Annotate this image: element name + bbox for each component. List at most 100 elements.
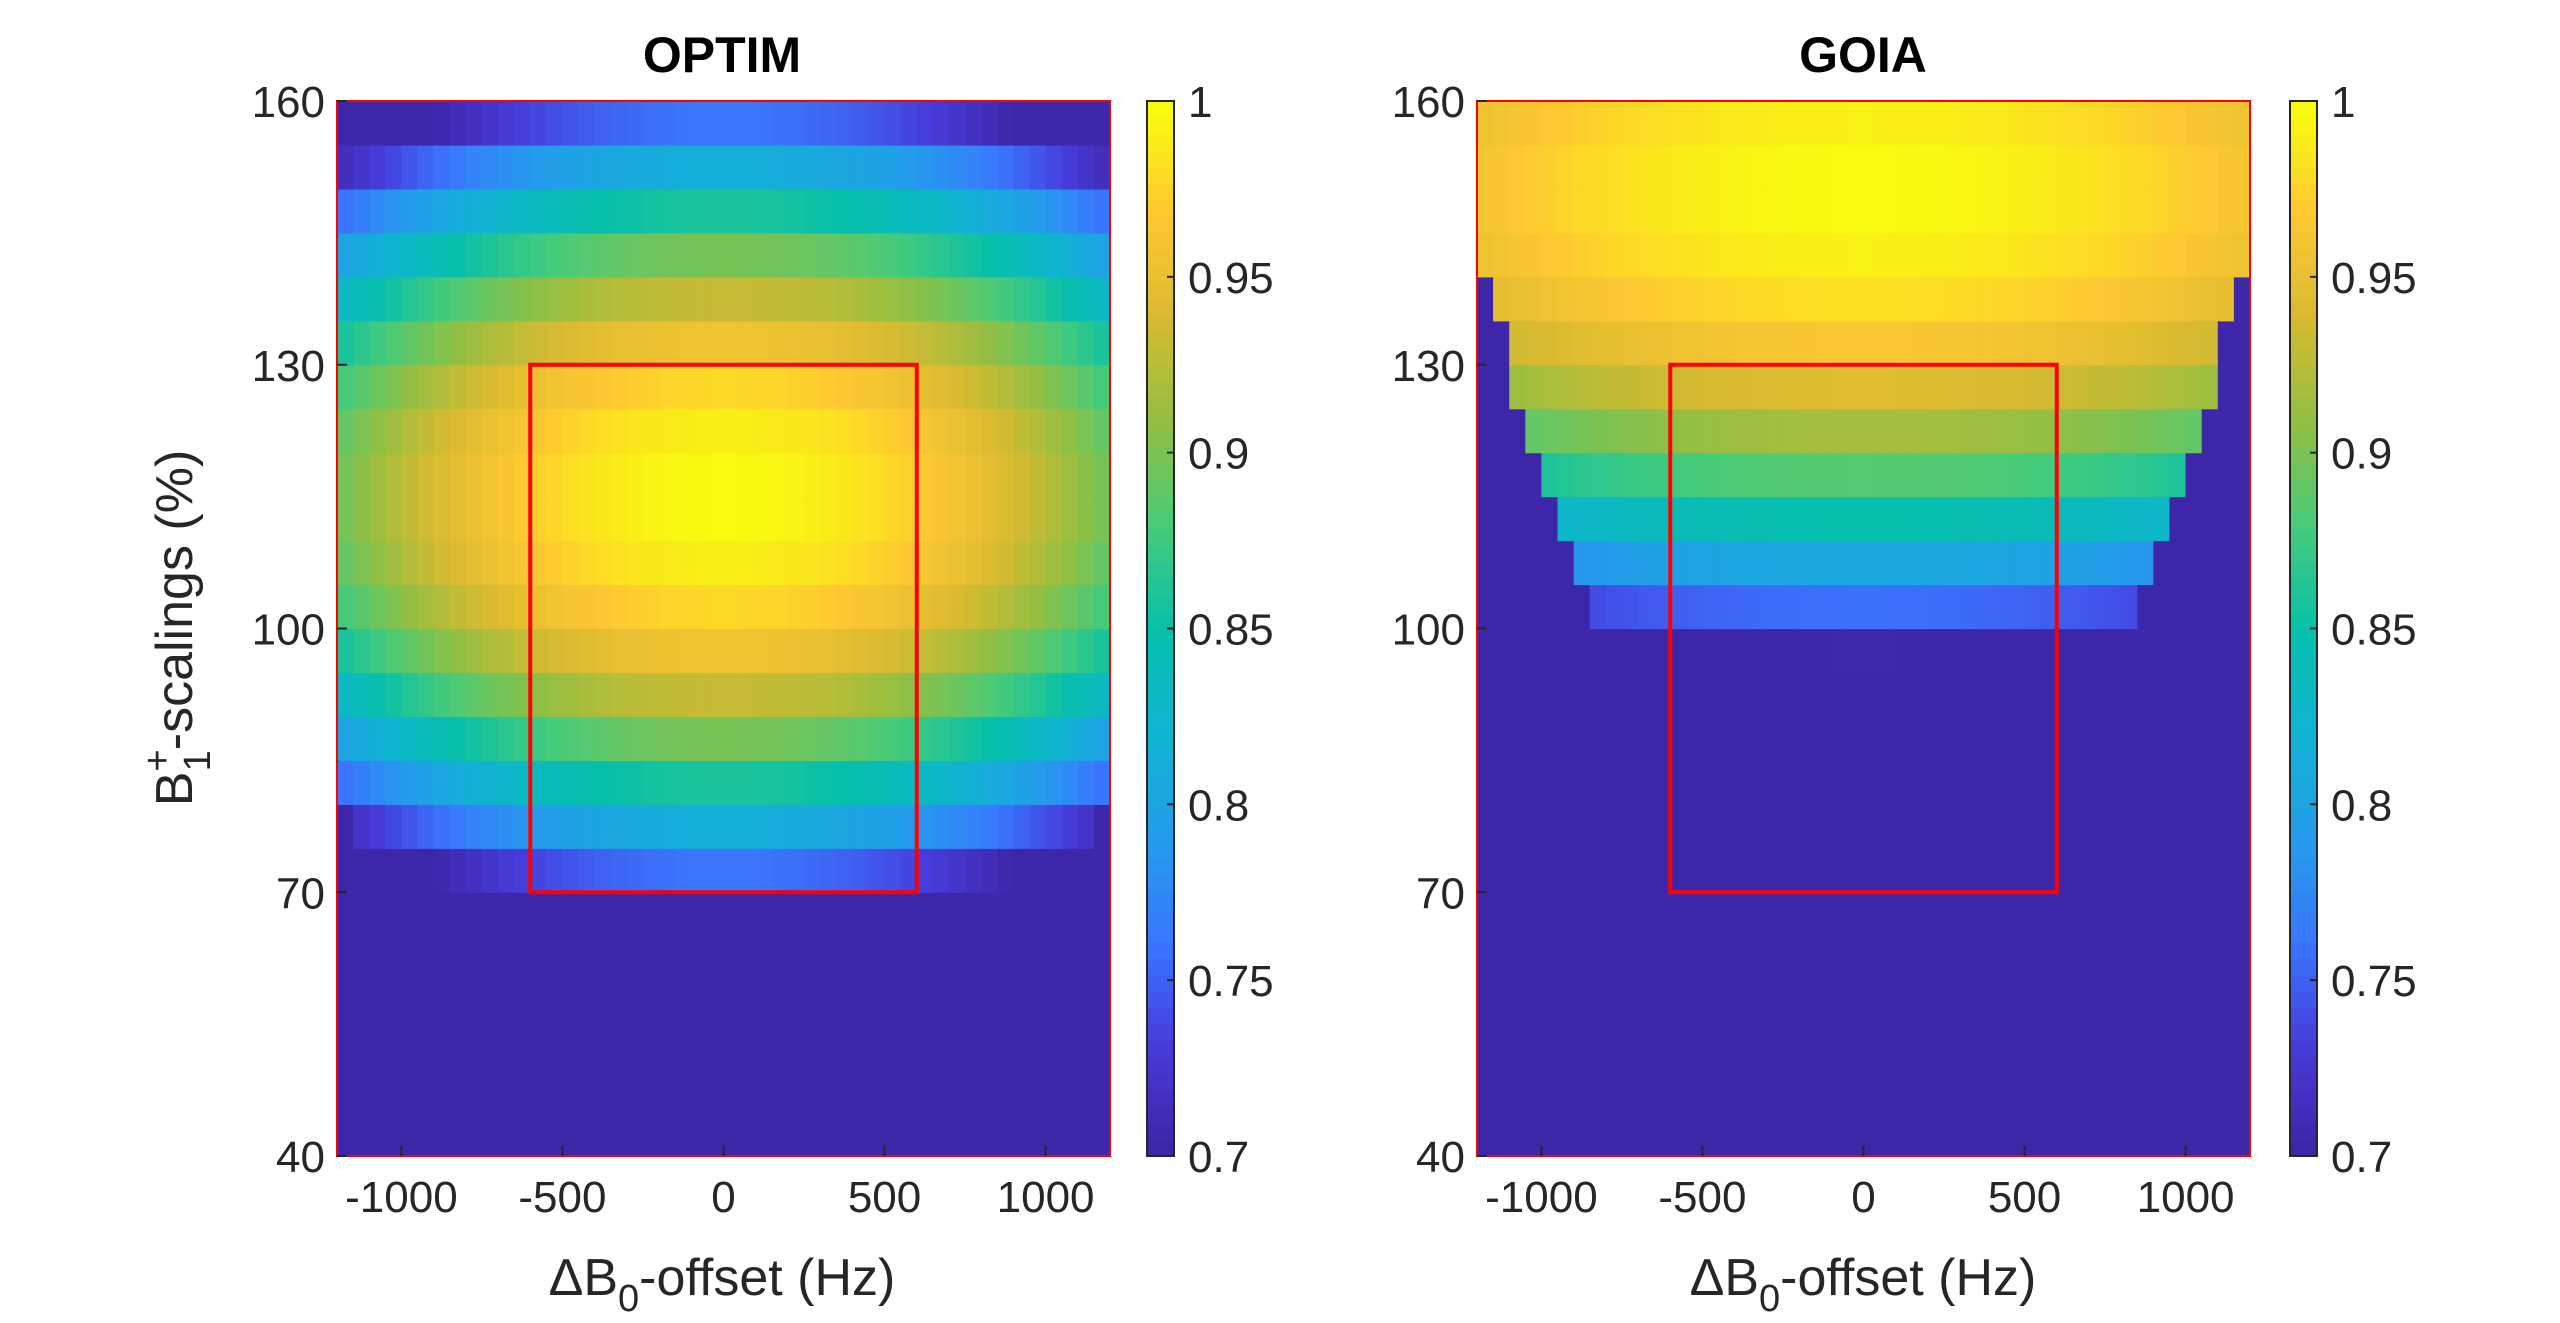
heatmap-cell: [2217, 144, 2235, 190]
heatmap-cell: [2153, 936, 2171, 981]
heatmap-cell: [1895, 408, 1913, 454]
colorbar-segment: [1147, 694, 1174, 712]
heatmap-cell: [2169, 276, 2187, 322]
colorbar-segment: [2290, 529, 2317, 547]
heatmap-cell: [787, 892, 805, 937]
heatmap-cell: [417, 540, 435, 586]
heatmap-cell: [1992, 936, 2010, 981]
heatmap-cell: [2137, 1024, 2154, 1069]
colorbar-segment: [1147, 430, 1174, 448]
heatmap-cell: [337, 584, 354, 630]
colorbar-segment: [2290, 1123, 2317, 1141]
heatmap-cell: [642, 980, 660, 1025]
colorbar-segment: [1147, 496, 1174, 514]
heatmap-cell: [707, 628, 725, 674]
heatmap-cell: [836, 320, 853, 366]
heatmap-cell: [626, 980, 644, 1025]
heatmap-cell: [2185, 364, 2203, 410]
heatmap-cell: [1541, 496, 1559, 542]
heatmap-cell: [1557, 101, 1575, 146]
heatmap-cell: [1589, 452, 1607, 498]
heatmap-cell: [2056, 232, 2074, 278]
heatmap-cell: [1734, 672, 1752, 718]
heatmap-cell: [1686, 144, 1704, 190]
heatmap-cell: [578, 188, 596, 234]
heatmap-cell: [948, 848, 966, 893]
heatmap-cell: [2217, 584, 2235, 630]
heatmap-cell: [739, 980, 757, 1025]
heatmap-cell: [1029, 804, 1047, 849]
heatmap-cell: [1911, 848, 1929, 893]
heatmap-cell: [594, 584, 612, 630]
heatmap-cell: [2088, 320, 2106, 366]
heatmap-cell: [514, 936, 531, 981]
heatmap-cell: [2201, 1024, 2219, 1069]
heatmap-cell: [2040, 101, 2058, 146]
heatmap-cell: [948, 936, 966, 981]
heatmap-cell: [1686, 716, 1704, 761]
heatmap-cell: [1541, 232, 1559, 278]
heatmap-cell: [2105, 1112, 2122, 1157]
heatmap-cell: [675, 848, 692, 893]
heatmap-cell: [868, 232, 886, 278]
heatmap-cell: [948, 1068, 966, 1113]
heatmap-cell: [820, 232, 837, 278]
heatmap-cell: [433, 672, 451, 718]
heatmap-cell: [2201, 101, 2219, 146]
heatmap-cell: [1541, 760, 1559, 805]
heatmap-cell: [900, 936, 918, 981]
heatmap-cell: [1992, 1024, 2010, 1069]
heatmap-cell: [932, 980, 950, 1025]
colorbar-segment: [2290, 348, 2317, 366]
heatmap-cell: [1045, 232, 1063, 278]
heatmap-cell: [1525, 320, 1543, 366]
x-tick-label: 0: [711, 1173, 735, 1222]
heatmap-cell: [771, 848, 789, 893]
heatmap-cell: [787, 848, 805, 893]
heatmap-cell: [997, 584, 1014, 630]
heatmap-cell: [659, 320, 676, 366]
heatmap-cell: [707, 232, 725, 278]
heatmap-cell: [1879, 408, 1897, 454]
heatmap-cell: [2233, 628, 2251, 674]
heatmap-cell: [981, 628, 998, 674]
heatmap-cell: [2105, 760, 2122, 805]
heatmap-cell: [1815, 584, 1832, 630]
heatmap-cell: [1750, 628, 1768, 674]
heatmap-cell: [1992, 101, 2010, 146]
heatmap-cell: [755, 1024, 773, 1069]
heatmap-cell: [1815, 848, 1832, 893]
heatmap-cell: [948, 408, 966, 454]
heatmap-cell: [1061, 101, 1079, 146]
heatmap-cell: [353, 408, 370, 454]
heatmap-cell: [385, 408, 403, 454]
heatmap-cell: [401, 276, 419, 322]
heatmap-cell: [787, 760, 805, 805]
colorbar-segment: [1147, 1090, 1174, 1108]
heatmap-cell: [449, 232, 467, 278]
heatmap-cell: [1638, 628, 1655, 674]
heatmap-cell: [1557, 452, 1575, 498]
heatmap-cell: [1944, 672, 1961, 718]
heatmap-cell: [852, 1024, 870, 1069]
heatmap-cell: [1734, 364, 1752, 410]
heatmap-cell: [642, 848, 660, 893]
heatmap-cell: [2233, 188, 2251, 234]
colorbar-segment: [1147, 677, 1174, 696]
heatmap-cell: [2137, 101, 2154, 146]
heatmap-cell: [1927, 1024, 1945, 1069]
heatmap-cell: [1638, 496, 1655, 542]
heatmap-cell: [916, 452, 934, 498]
heatmap-cell: [481, 936, 499, 981]
heatmap-cell: [481, 232, 499, 278]
heatmap-cell: [465, 540, 483, 586]
heatmap-cell: [1045, 1112, 1063, 1157]
heatmap-cell: [626, 452, 644, 498]
heatmap-cell: [2217, 1068, 2235, 1113]
heatmap-cell: [771, 540, 789, 586]
heatmap-cell: [771, 408, 789, 454]
heatmap-cell: [1509, 188, 1526, 234]
heatmap-cell: [771, 232, 789, 278]
heatmap-cell: [932, 848, 950, 893]
heatmap-cell: [1734, 892, 1752, 937]
